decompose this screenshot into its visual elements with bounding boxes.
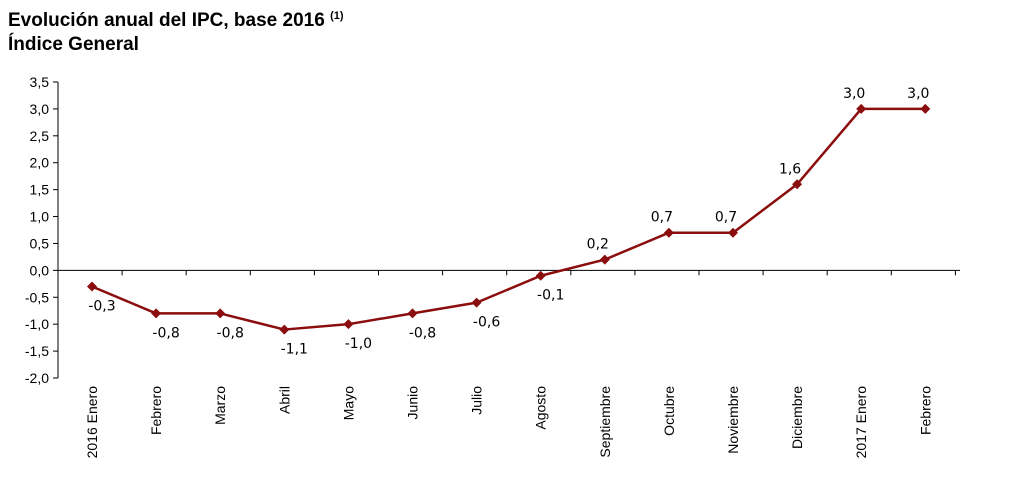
data-label: 0,7 [715,210,737,226]
data-label: 1,6 [779,161,801,177]
data-label: 3,0 [907,86,929,102]
data-point-marker [343,319,354,330]
data-label: -0,8 [152,325,179,341]
data-point-marker [920,103,931,114]
x-category-label: Diciembre [789,386,805,449]
title-line-2: Índice General [8,34,139,55]
data-point-marker [856,103,867,114]
y-tick-label: -1,0 [25,316,49,332]
data-point-marker [792,179,803,190]
x-category-label: 2017 Enero [853,386,869,459]
data-label: 0,7 [651,210,673,226]
series-line [91,107,926,331]
data-label: -0,8 [409,325,436,341]
y-tick-label: 3,0 [30,101,50,117]
data-point-marker [407,308,418,319]
data-point-marker [535,270,546,281]
data-label: -0,6 [473,315,500,331]
data-label: -0,1 [537,288,564,304]
x-category-label: Junio [405,386,421,420]
y-tick-label: 2,0 [30,155,50,171]
y-tick-label: 0,0 [30,262,50,278]
data-label: 0,2 [587,237,609,253]
data-point-marker [599,254,610,265]
x-category-label: Julio [469,386,485,415]
data-point-marker [215,308,226,319]
y-tick-label: -0,5 [25,289,49,305]
data-point-marker [663,227,674,238]
data-point-marker [151,308,162,319]
y-tick-label: 3,5 [30,74,50,90]
x-category-label: Abril [276,386,292,414]
data-point-marker [87,281,97,292]
title-line-1: Evolución anual del IPC, base 2016 (1) [8,4,344,33]
data-label: -1,0 [345,336,372,352]
x-category-label: Agosto [533,386,549,430]
data-label: -1,1 [281,342,308,358]
data-point-marker [279,324,290,335]
x-category-label: Mayo [340,386,356,420]
x-category-label: Noviembre [725,386,741,454]
y-tick-label: -1,5 [25,343,49,359]
x-category-label: Marzo [212,386,228,425]
chart-title: Evolución anual del IPC, base 2016 (1) Í… [8,4,344,57]
y-tick-label: 1,5 [30,182,50,198]
data-label: -0,8 [217,325,244,341]
data-point-marker [728,227,738,238]
title-main: Evolución anual del IPC, base 2016 [8,10,325,31]
y-tick-label: -2,0 [25,370,49,386]
title-footnote: (1) [330,10,344,22]
y-tick-label: 0,5 [30,235,50,251]
y-tick-label: 2,5 [30,128,50,144]
x-category-label: Febrero [917,386,933,435]
y-tick-label: 1,0 [30,209,50,225]
data-label: -0,3 [88,299,115,315]
x-category-label: Septiembre [597,386,613,458]
data-label: 3,0 [843,86,865,102]
x-category-label: 2016 Enero [84,386,100,459]
x-category-label: Octubre [661,386,677,436]
x-category-label: Febrero [148,386,164,435]
data-point-marker [471,297,482,308]
